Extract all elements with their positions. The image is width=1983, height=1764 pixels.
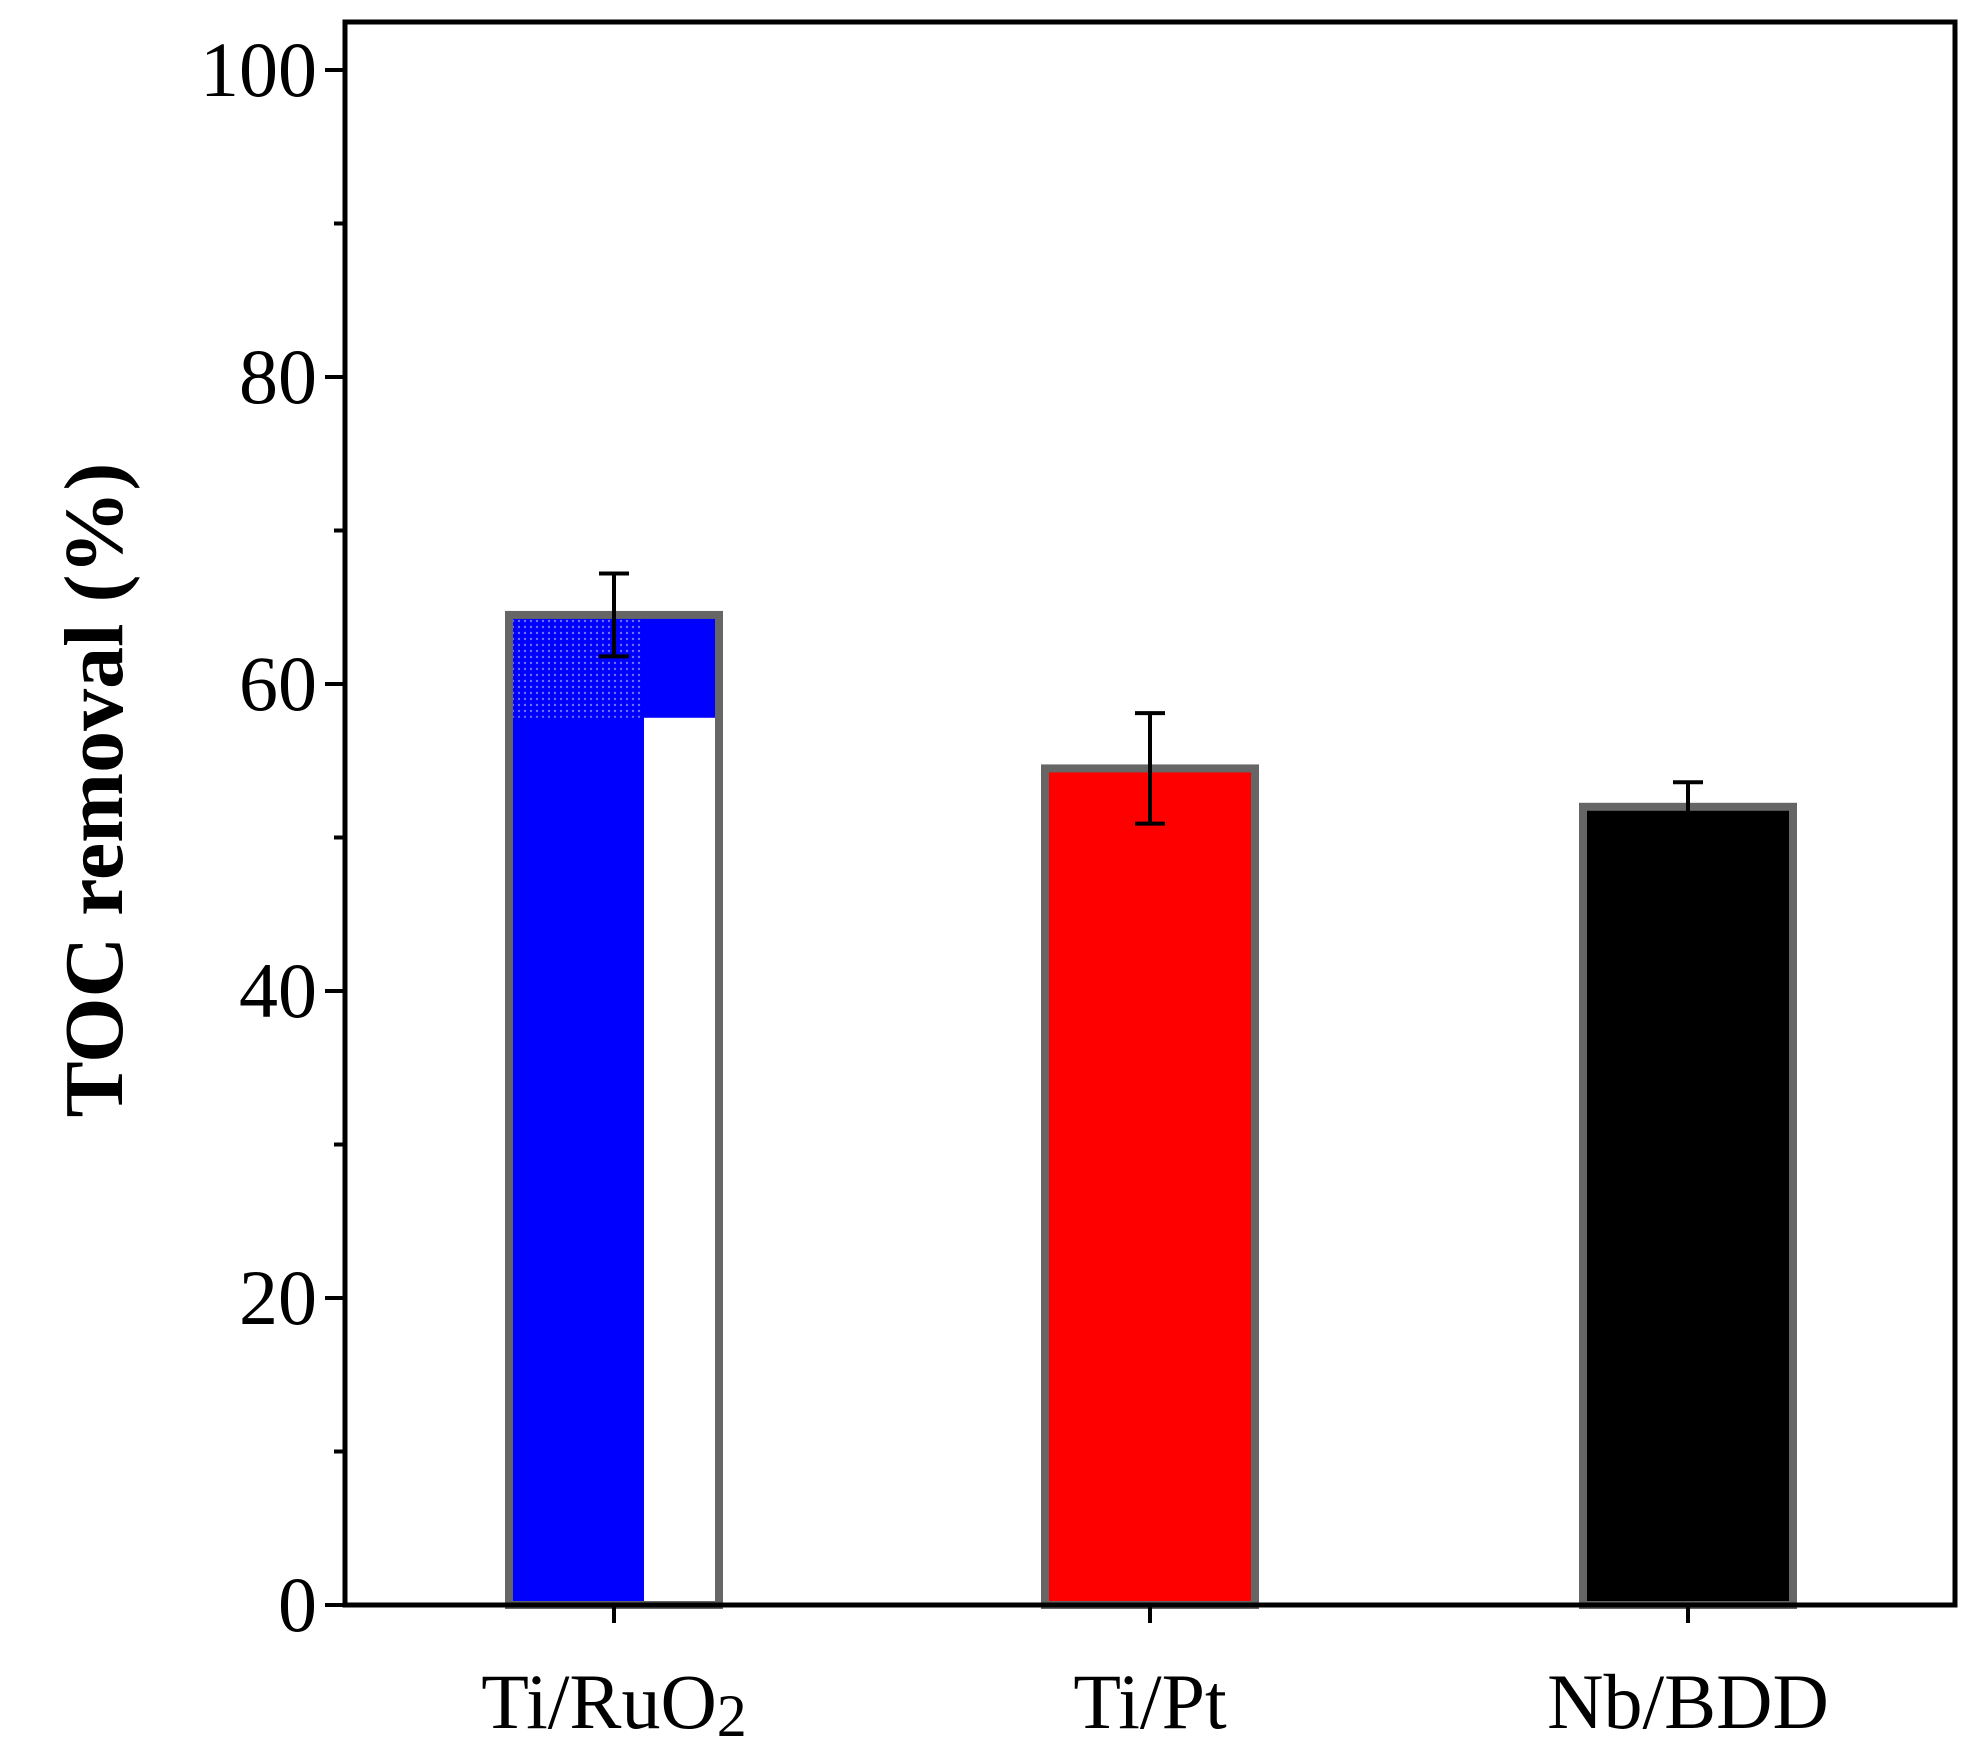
x-tick-label-main: Ti/RuO: [481, 1658, 717, 1745]
y-tick-label: 100: [200, 26, 317, 113]
bar-3: [1579, 802, 1797, 1609]
y-tick-label: 0: [278, 1561, 317, 1648]
bars-layer: [505, 610, 1797, 1609]
bar-rect: [1041, 764, 1259, 1609]
y-tick-label: 80: [239, 333, 317, 420]
x-tick-label-subscript: 2: [717, 1683, 747, 1749]
bar-fill-cap: [644, 614, 719, 718]
y-axis-label: TOC removal (%): [48, 463, 141, 1118]
bar-rect: [1579, 802, 1797, 1609]
y-axis: 0 20 40 60 80 100: [200, 26, 345, 1648]
y-tick-label: 60: [239, 640, 317, 727]
y-tick-label: 20: [239, 1254, 317, 1341]
x-tick-label-main: Nb/BDD: [1547, 1658, 1829, 1745]
y-tick-label: 40: [239, 947, 317, 1034]
error-bar-3: [1673, 780, 1703, 834]
x-tick-label: Ti/RuO2: [481, 1658, 747, 1749]
x-tick-label: Ti/Pt: [1073, 1658, 1227, 1745]
bar-fill-left: [509, 614, 644, 1605]
bar-dot-texture: [512, 618, 642, 718]
bar-2: [1041, 764, 1259, 1609]
error-bar-2: [1135, 711, 1165, 826]
error-bars-layer: [599, 571, 1703, 834]
x-tick-label-main: Ti/Pt: [1073, 1658, 1227, 1745]
error-bar-1: [599, 571, 629, 659]
x-axis: Ti/RuO2 Ti/Pt Nb/BDD: [481, 1605, 1829, 1749]
x-tick-label: Nb/BDD: [1547, 1658, 1829, 1745]
